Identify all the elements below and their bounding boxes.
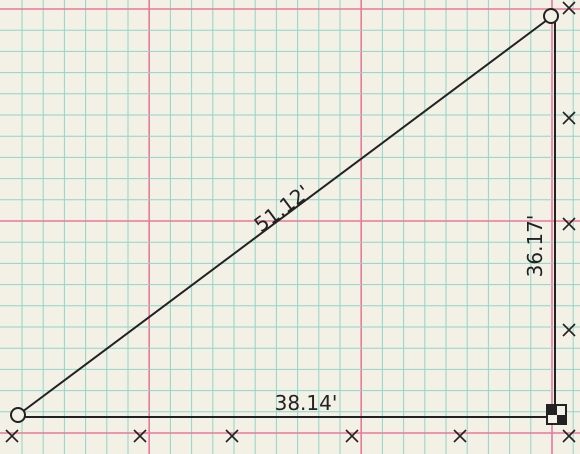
tick-mark-x bbox=[453, 429, 467, 443]
tick-mark-x bbox=[5, 429, 19, 443]
tick-mark-x bbox=[133, 429, 147, 443]
tick-mark-x bbox=[562, 111, 576, 125]
vertex-bottom-left-circle bbox=[10, 407, 26, 423]
tick-marks bbox=[5, 1, 576, 443]
right-angle-square-marker bbox=[546, 404, 567, 425]
tick-mark-x bbox=[562, 217, 576, 231]
vertical-side-length-label: 36.17' bbox=[523, 215, 547, 278]
tick-mark-x bbox=[562, 323, 576, 337]
tick-mark-x bbox=[345, 429, 359, 443]
base-length-label: 38.14' bbox=[275, 391, 338, 415]
vertex-top-right-circle bbox=[543, 8, 559, 24]
tick-mark-x bbox=[562, 429, 576, 443]
tick-mark-x bbox=[562, 1, 576, 15]
tick-mark-x bbox=[225, 429, 239, 443]
hypotenuse-edge bbox=[17, 16, 552, 416]
